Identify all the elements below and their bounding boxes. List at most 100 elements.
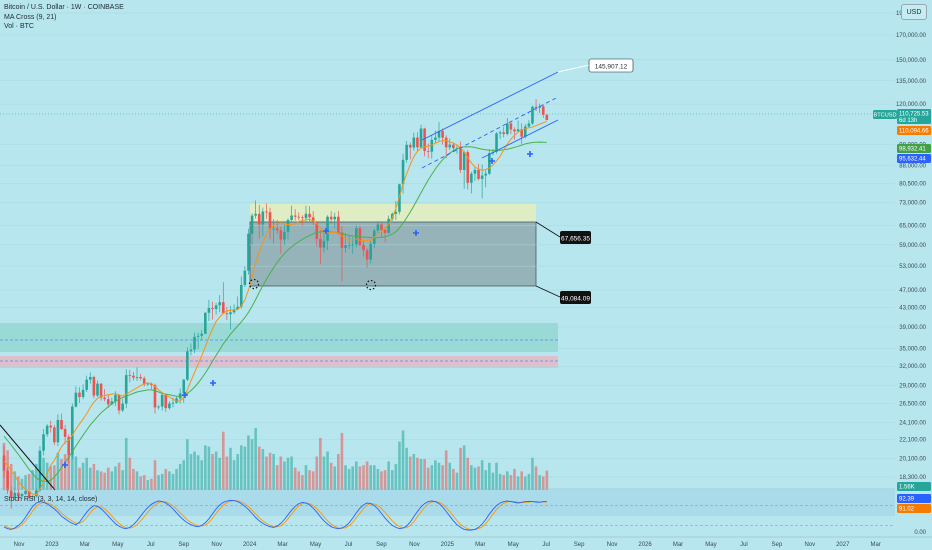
price-tick-label: 22,100.00 — [899, 438, 926, 444]
candle-body — [394, 211, 398, 214]
volume-bar — [466, 457, 470, 490]
candle-body — [56, 419, 60, 443]
last-price-badge — [897, 109, 931, 124]
volume-bar — [236, 454, 239, 490]
time-tick-label: Nov — [211, 542, 222, 548]
candle-body — [81, 389, 85, 397]
candle-body — [239, 284, 243, 307]
candle-body — [114, 394, 117, 402]
candle-body — [164, 394, 168, 409]
candle-body — [444, 137, 448, 148]
volume-bar — [283, 461, 286, 490]
volume-bar — [347, 468, 351, 490]
volume-bar — [268, 452, 272, 490]
target-label[interactable]: 145,907.12 — [588, 58, 634, 73]
volume-bar — [527, 473, 531, 490]
volume-bar — [412, 454, 416, 490]
box-bottom-label[interactable]: 49,084.09 — [560, 291, 591, 304]
candle-body — [473, 169, 477, 174]
candle-body — [383, 229, 387, 233]
grid-layer — [0, 12, 895, 478]
volume-bar — [225, 456, 229, 490]
time-tick-label: Nov — [409, 542, 420, 548]
volume-bar — [376, 468, 380, 490]
volume-bar — [139, 476, 142, 490]
resistance-zone — [0, 356, 558, 368]
ma-fast-badge-text: 110,094.66 — [899, 128, 929, 134]
volume-bar — [254, 428, 257, 490]
channel-mid-line — [421, 96, 559, 169]
candle-body — [218, 302, 221, 306]
candle-body — [520, 129, 523, 137]
chart-title[interactable]: Bitcoin / U.S. Dollar · 1W · COINBASE — [4, 4, 124, 11]
buy-cross-marker — [323, 228, 329, 234]
candle-body — [293, 215, 297, 217]
zones-layer — [0, 204, 932, 516]
candle-body — [527, 123, 531, 127]
candle-body — [470, 173, 473, 183]
candle-body — [200, 333, 204, 336]
volume-bar — [63, 454, 67, 490]
consolidation-box — [249, 221, 537, 287]
candle-body — [279, 230, 283, 240]
ma-fast-badge — [897, 126, 931, 135]
target-label-text: 145,907.12 — [595, 64, 628, 71]
volume-bar — [509, 475, 513, 490]
candle-body — [441, 130, 444, 138]
volume-bar — [132, 468, 135, 490]
volume-bar — [308, 470, 311, 490]
candle-body — [369, 243, 372, 260]
ma-cross-indicator[interactable]: MA Cross (9, 21) — [4, 13, 57, 21]
candle-body — [168, 403, 171, 409]
volume-bar — [272, 454, 275, 490]
volume-bar — [243, 446, 247, 490]
time-tick-label: Sep — [772, 542, 783, 548]
candle-body — [426, 151, 430, 152]
volume-badge — [897, 482, 931, 491]
time-tick-label: Mar — [673, 542, 683, 548]
volume-bar — [153, 460, 157, 490]
candle-body — [99, 383, 103, 398]
price-tick-label: 32,000.00 — [899, 364, 926, 370]
candle-body — [71, 406, 74, 455]
volume-bar — [17, 476, 20, 490]
volume-bar — [322, 456, 326, 490]
volume-bar — [444, 450, 448, 490]
volume-bar — [441, 465, 444, 490]
price-tick-label: 26,500.00 — [899, 402, 926, 408]
time-tick-label: Nov — [607, 542, 618, 548]
candle-body — [329, 216, 333, 220]
candle-body — [516, 129, 520, 132]
volume-bar — [160, 473, 164, 490]
volume-bar — [60, 459, 63, 490]
volume-bar — [78, 467, 81, 490]
candle-body — [38, 450, 42, 491]
currency-button[interactable]: USD — [901, 4, 927, 20]
volume-bar — [196, 455, 200, 490]
volume-bar — [520, 471, 523, 490]
volume-indicator[interactable]: Vol · BTC — [4, 23, 34, 30]
candle-body — [283, 231, 286, 240]
stoch-tick-label: 0.00 — [914, 530, 926, 536]
time-tick-label: 2023 — [45, 542, 59, 548]
candle-body — [31, 496, 35, 498]
candle-body — [301, 217, 304, 219]
volume-bar — [351, 466, 355, 490]
descending-trendline — [0, 424, 56, 491]
volume-bar — [372, 465, 376, 490]
candle-body — [67, 436, 71, 455]
volume-bar — [437, 462, 441, 490]
price-tick-label: 135,000.00 — [896, 79, 927, 85]
price-tick-label: 39,000.00 — [899, 325, 926, 331]
candle-body — [506, 123, 509, 135]
candle-body — [150, 383, 153, 386]
candle-body — [437, 130, 441, 138]
candle-body — [408, 144, 412, 148]
candle-body — [401, 159, 405, 185]
volume-bar — [232, 460, 236, 490]
box-top-label[interactable]: 67,656.35 — [560, 231, 591, 244]
stoch-rsi-label[interactable]: Stoch RSI (3, 3, 14, 14, close) — [4, 496, 98, 503]
volume-bar — [42, 457, 45, 490]
candle-body — [146, 383, 150, 385]
